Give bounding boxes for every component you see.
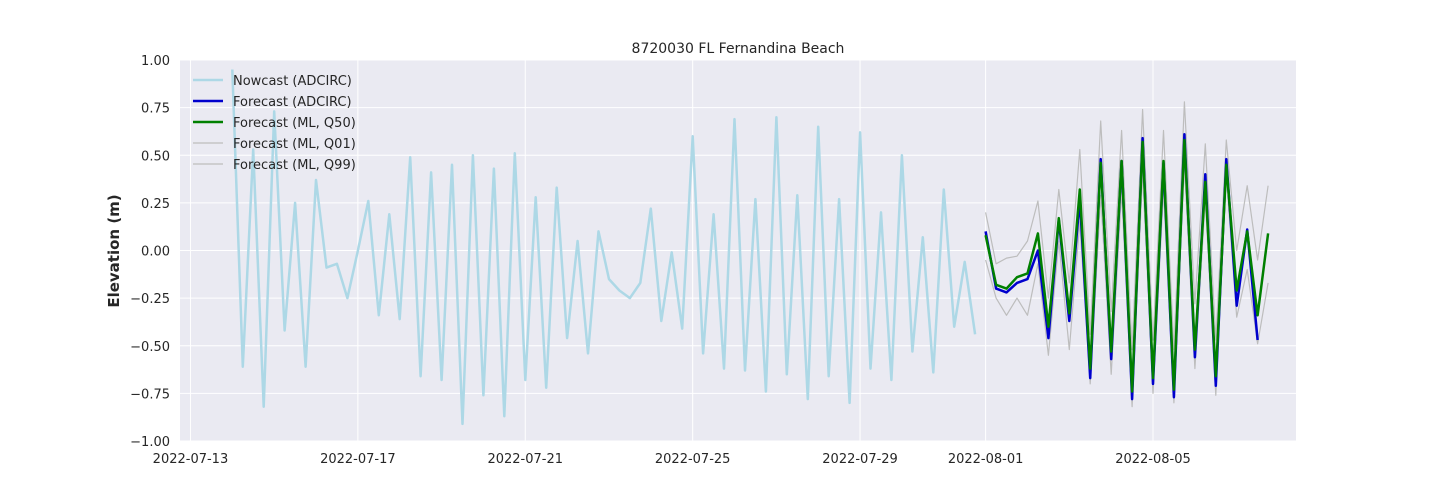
y-axis-label: Elevation (m) (105, 194, 123, 307)
y-tick-label: 0.50 (141, 149, 170, 164)
y-tick-label: −0.25 (130, 292, 170, 307)
y-tick-label: −0.50 (130, 340, 170, 355)
y-axis-ticks: −1.00 −0.75 −0.50 −0.25 0.00 0.25 0.50 0.75 1.00 (130, 54, 170, 450)
legend: Nowcast (ADCIRC) Forecast (ADCIRC) Forecas… (193, 74, 356, 173)
series-line-0 (231, 69, 977, 426)
legend-label: Nowcast (ADCIRC) (233, 74, 352, 89)
x-tick-label: 2022-07-25 (655, 452, 731, 467)
y-tick-label: 0.00 (141, 245, 170, 260)
y-tick-label: 0.75 (141, 102, 170, 117)
y-tick-label: −0.75 (130, 387, 170, 402)
x-axis-ticks: 2022-07-13 2022-07-17 2022-07-21 2022-07-25… (153, 452, 1191, 467)
y-tick-label: −1.00 (130, 435, 170, 450)
x-tick-label: 2022-08-05 (1115, 452, 1191, 467)
chart-title: 8720030 FL Fernandina Beach (632, 41, 845, 57)
series-line-2 (984, 138, 1270, 393)
x-tick-label: 2022-07-21 (487, 452, 563, 467)
series-layer (231, 69, 1270, 426)
legend-label: Forecast (ML, Q01) (233, 137, 356, 152)
y-tick-label: 0.25 (141, 197, 170, 212)
x-tick-label: 2022-07-17 (320, 452, 396, 467)
y-tick-label: 1.00 (141, 54, 170, 69)
x-tick-label: 2022-07-13 (153, 452, 229, 467)
legend-label: Forecast (ML, Q99) (233, 158, 356, 173)
legend-label: Forecast (ML, Q50) (233, 116, 356, 131)
series-line-4 (985, 101, 1269, 351)
x-tick-label: 2022-08-01 (948, 452, 1024, 467)
x-tick-label: 2022-07-29 (822, 452, 898, 467)
legend-label: Forecast (ADCIRC) (233, 95, 352, 110)
